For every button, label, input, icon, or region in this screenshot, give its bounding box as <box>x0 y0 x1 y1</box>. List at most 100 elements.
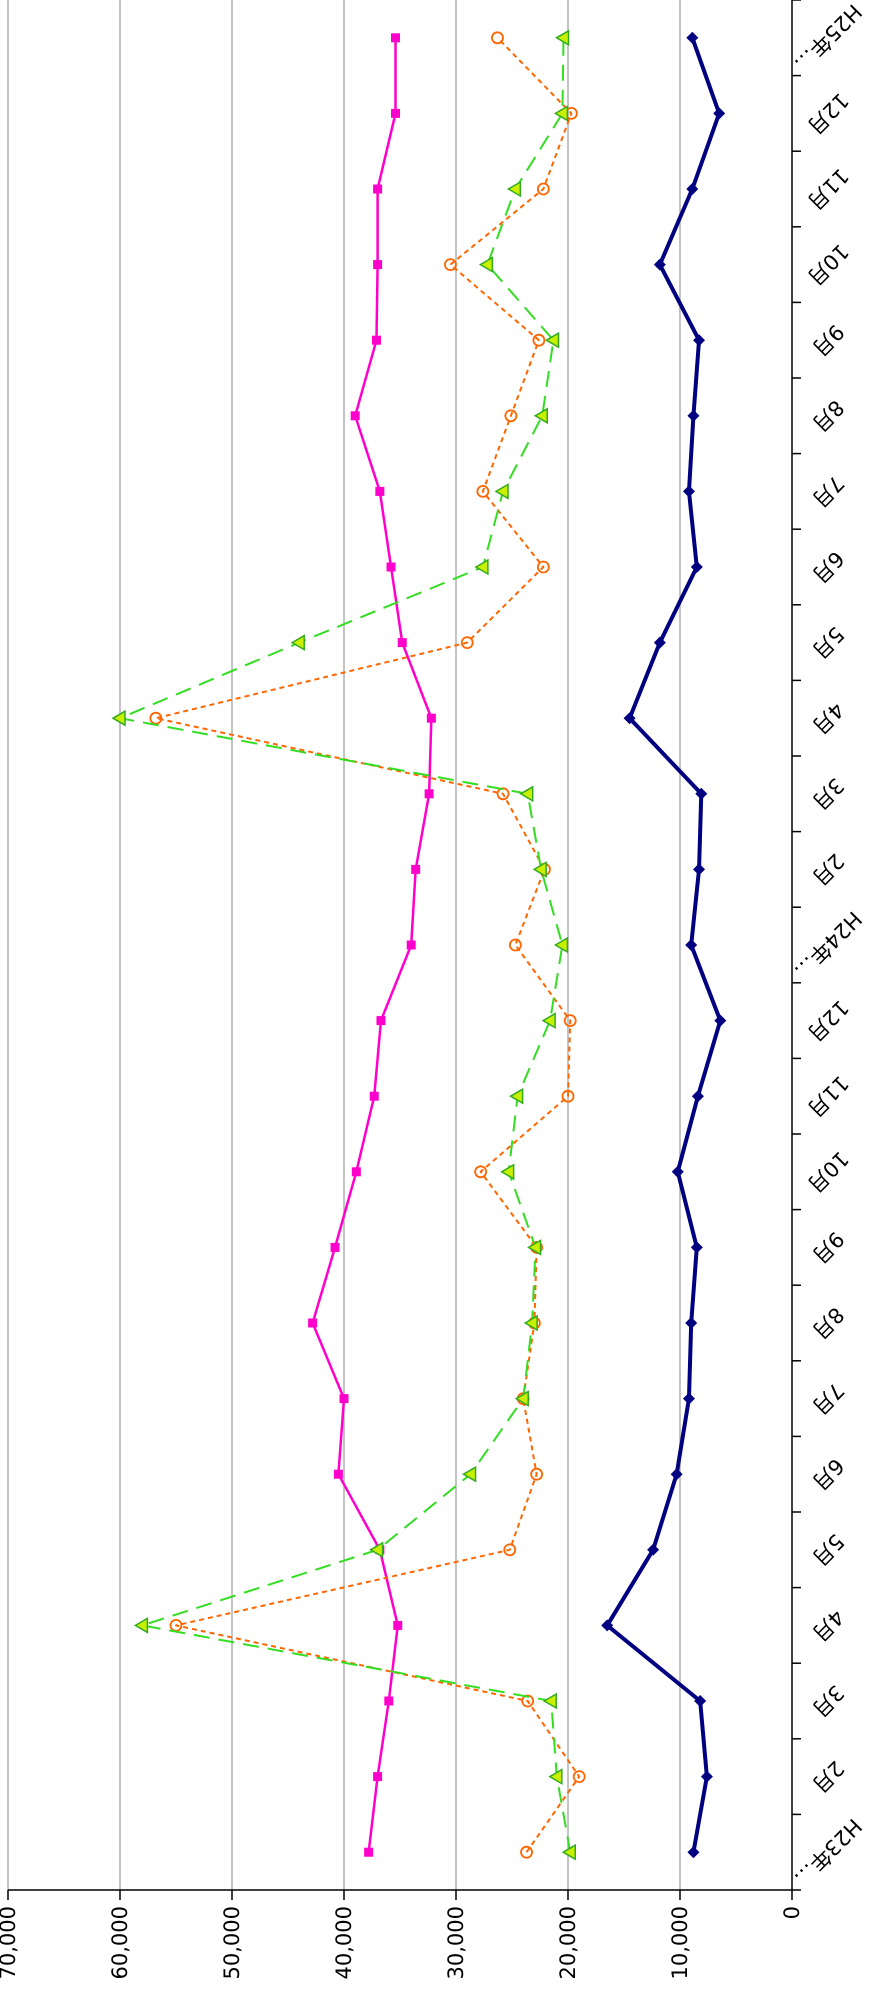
category-tick-label: 3月 <box>807 773 848 814</box>
category-tick-label: 4月 <box>807 698 848 739</box>
data-point <box>369 1541 384 1559</box>
data-point <box>460 636 474 649</box>
data-point <box>691 1090 704 1103</box>
data-point <box>406 940 416 950</box>
category-tick-label: 3月 <box>807 1680 848 1721</box>
data-point <box>133 1617 149 1634</box>
data-point <box>491 31 504 45</box>
data-point <box>375 486 385 496</box>
data-point <box>686 31 699 44</box>
data-point <box>693 334 706 347</box>
category-tick-label: 6月 <box>807 1454 848 1495</box>
data-point <box>330 1242 340 1252</box>
data-point <box>523 1314 538 1332</box>
data-point <box>714 1014 727 1027</box>
data-point <box>686 183 699 195</box>
value-tick-label: 20,000 <box>556 1906 580 1979</box>
data-point <box>653 258 666 271</box>
data-point <box>520 1845 533 1859</box>
data-point <box>541 1012 556 1029</box>
data-point <box>687 409 700 422</box>
data-point <box>653 636 666 649</box>
data-point <box>514 1390 529 1407</box>
data-point <box>561 1089 575 1103</box>
data-point <box>393 1620 403 1630</box>
data-point <box>553 936 569 954</box>
value-tick-labels: 0 10,000 20,000 30,000 40,000 50,000 60,000 70,… <box>0 1906 804 1979</box>
data-point <box>149 711 163 725</box>
data-point <box>542 1692 557 1710</box>
value-tick-label: 70,000 <box>0 1906 20 1979</box>
data-point <box>351 1167 361 1177</box>
data-point <box>561 1843 576 1861</box>
data-point <box>391 33 401 43</box>
data-point <box>503 1543 517 1557</box>
category-tick-label: 5月 <box>807 1529 848 1570</box>
data-point <box>333 1469 343 1479</box>
data-point <box>350 411 360 421</box>
series-1 <box>601 31 727 1859</box>
data-point <box>443 258 457 272</box>
data-point <box>424 789 434 799</box>
category-tick-label: 9月 <box>807 320 848 361</box>
data-point <box>476 484 490 498</box>
series-group <box>111 29 727 1861</box>
data-point <box>690 561 703 573</box>
category-tick-label: H25年… <box>790 0 867 76</box>
category-tick-label: 2月 <box>807 1756 848 1797</box>
data-point <box>519 785 534 803</box>
data-point <box>369 1091 379 1101</box>
data-point <box>601 1619 614 1632</box>
value-tick-label: 10,000 <box>668 1906 692 1979</box>
data-point <box>373 1772 383 1782</box>
data-point <box>623 712 636 725</box>
category-tick-label: 11月 <box>803 1071 854 1122</box>
data-point <box>532 333 546 347</box>
category-tick-label: H24年… <box>790 907 867 984</box>
data-point <box>690 1241 703 1254</box>
data-point <box>384 1696 394 1706</box>
data-point <box>536 182 550 196</box>
data-point <box>391 108 401 118</box>
category-tick-label: H23年… <box>790 1814 867 1891</box>
category-tick-label: 4月 <box>807 1605 848 1646</box>
category-tick-label: 9月 <box>807 1227 848 1268</box>
data-point <box>694 1695 707 1707</box>
data-point <box>682 1392 695 1405</box>
data-point <box>685 1317 698 1329</box>
data-point <box>426 713 436 723</box>
data-point <box>536 560 550 574</box>
series-4 <box>111 29 576 1861</box>
data-point <box>695 787 708 800</box>
series-line <box>154 37 581 1853</box>
data-point <box>555 29 570 47</box>
data-point <box>373 260 383 270</box>
data-point <box>687 1846 700 1859</box>
category-tick-label: 2月 <box>807 849 848 890</box>
plot-area <box>8 0 792 1890</box>
data-point <box>544 331 560 349</box>
data-point <box>339 1394 349 1404</box>
data-point <box>527 1239 542 1256</box>
data-point <box>376 1016 386 1026</box>
category-tick-label: 6月 <box>807 546 848 587</box>
value-tick-label: 60,000 <box>108 1906 132 1979</box>
data-point <box>671 1165 684 1178</box>
data-point <box>506 180 522 198</box>
data-point <box>474 558 489 576</box>
data-point <box>693 863 706 876</box>
data-point <box>572 1770 586 1783</box>
data-point <box>670 1468 683 1481</box>
category-tick-label: 12月 <box>803 995 854 1046</box>
data-point <box>411 864 421 874</box>
data-point <box>553 105 569 122</box>
category-tick-label: 7月 <box>807 471 848 512</box>
category-tick-label: 8月 <box>807 1302 848 1343</box>
data-point <box>530 1467 544 1481</box>
data-point <box>494 483 509 500</box>
data-point <box>290 634 305 651</box>
data-point <box>563 1014 577 1027</box>
data-point <box>308 1318 318 1328</box>
category-tick-label: 8月 <box>807 395 848 436</box>
